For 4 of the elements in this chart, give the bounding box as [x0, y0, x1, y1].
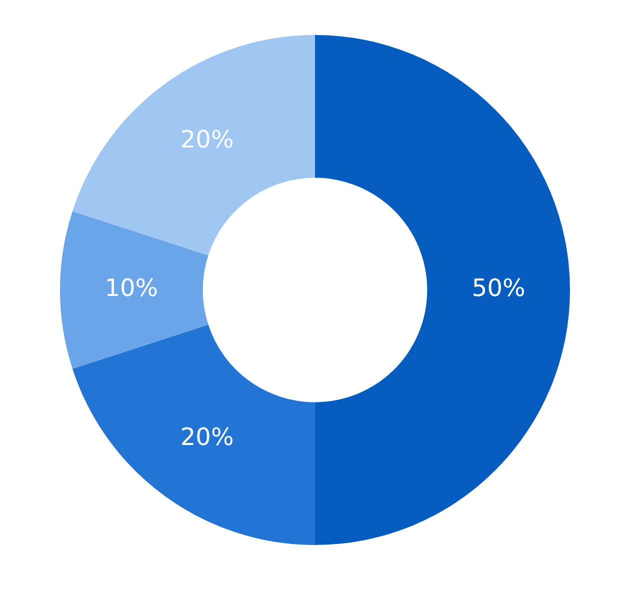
data-label: 20% [180, 422, 234, 451]
data-label: 10% [104, 274, 158, 302]
data-label: 50% [472, 274, 526, 302]
data-label: 20% [180, 126, 234, 154]
